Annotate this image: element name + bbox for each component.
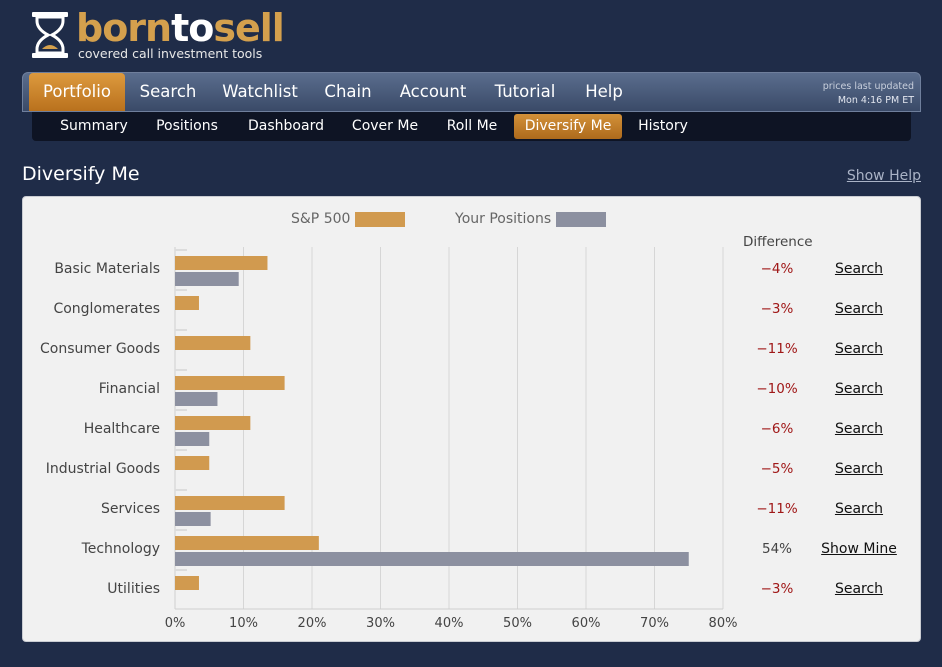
bar-sp500	[175, 536, 319, 550]
legend-positions-label: Your Positions	[455, 211, 552, 227]
tab-search[interactable]: Search	[139, 82, 197, 101]
subtab-summary[interactable]: Summary	[60, 118, 128, 134]
difference-value: −3%	[760, 581, 794, 597]
bar-sp500	[175, 416, 251, 430]
search-link[interactable]: Search	[834, 421, 884, 437]
search-link[interactable]: Search	[834, 341, 884, 357]
tab-chain[interactable]: Chain	[324, 82, 372, 101]
subtab-dashboard[interactable]: Dashboard	[248, 118, 324, 134]
prices-updated-time: Mon 4:16 PM ET	[837, 95, 914, 106]
brand-name: borntosell	[76, 6, 285, 50]
category-label: Technology	[81, 541, 160, 557]
difference-value: −10%	[756, 381, 798, 397]
prices-updated-label: prices last updated	[822, 81, 914, 92]
show-mine-link[interactable]: Show Mine	[821, 541, 897, 557]
sector-bar-chart: 0% 10% 20% 30% 40% 50% 60% 70% 80%	[165, 247, 738, 631]
difference-value: −3%	[760, 301, 794, 317]
tab-portfolio[interactable]: Portfolio	[29, 73, 125, 111]
category-label: Consumer Goods	[40, 341, 160, 357]
legend-positions: Your Positions	[455, 211, 607, 227]
bar-positions	[175, 432, 210, 446]
category-label: Financial	[98, 381, 160, 397]
tab-help[interactable]: Help	[585, 82, 623, 101]
category-label: Services	[100, 501, 160, 517]
legend-sp500-label: S&P 500	[291, 211, 351, 227]
difference-value: −11%	[756, 501, 798, 517]
x-tick-label: 40%	[435, 616, 464, 631]
legend-sp500-swatch	[355, 211, 406, 227]
legend-positions-swatch	[556, 211, 607, 227]
search-link[interactable]: Search	[834, 461, 884, 477]
tab-tutorial[interactable]: Tutorial	[494, 82, 556, 101]
x-tick-label: 80%	[709, 616, 738, 631]
category-label: Healthcare	[83, 421, 160, 437]
search-link[interactable]: Search	[834, 301, 884, 317]
difference-value: −5%	[760, 461, 794, 477]
bar-positions	[175, 272, 239, 286]
legend-sp500: S&P 500	[291, 211, 406, 227]
tab-account[interactable]: Account	[399, 82, 467, 101]
bar-sp500	[175, 296, 199, 310]
subtab-cover-me[interactable]: Cover Me	[351, 118, 419, 134]
prices-updated: prices last updated Mon 4:16 PM ET	[823, 80, 914, 108]
bar-sp500	[175, 496, 285, 510]
bar-sp500	[175, 336, 251, 350]
subtab-history[interactable]: History	[638, 118, 688, 134]
difference-value: −6%	[760, 421, 794, 437]
difference-value: −11%	[756, 341, 798, 357]
category-label: Utilities	[107, 581, 160, 597]
difference-value: 54%	[761, 541, 792, 557]
category-label: Industrial Goods	[45, 461, 160, 477]
sub-nav: Summary Positions Dashboard Cover Me Rol…	[32, 112, 911, 141]
logo[interactable]: borntosell covered call investment tools	[30, 6, 290, 64]
show-help-link[interactable]: Show Help	[846, 168, 921, 184]
tab-watchlist[interactable]: Watchlist	[222, 82, 298, 101]
diversify-panel: S&P 500 Your Positions Difference 0% 10% 2…	[22, 196, 921, 642]
x-tick-label: 0%	[165, 616, 186, 631]
bar-sp500	[175, 256, 268, 270]
search-link[interactable]: Search	[834, 501, 884, 517]
x-tick-label: 30%	[366, 616, 395, 631]
bar-positions	[175, 552, 689, 566]
brand-tagline: covered call investment tools	[78, 46, 263, 61]
search-link[interactable]: Search	[834, 581, 884, 597]
x-tick-label: 70%	[640, 616, 669, 631]
category-label: Basic Materials	[54, 261, 160, 277]
subtab-positions[interactable]: Positions	[156, 118, 218, 134]
hourglass-icon	[32, 12, 68, 58]
search-link[interactable]: Search	[834, 381, 884, 397]
page-title: Diversify Me	[22, 163, 140, 185]
subtab-diversify-me[interactable]: Diversify Me	[514, 114, 622, 139]
category-label: Conglomerates	[53, 301, 160, 317]
bar-positions	[175, 392, 218, 406]
bar-sp500	[175, 576, 199, 590]
x-tick-label: 20%	[298, 616, 327, 631]
bar-sp500	[175, 456, 210, 470]
difference-value: −4%	[760, 261, 794, 277]
bar-sp500	[175, 376, 285, 390]
x-tick-label: 10%	[229, 616, 258, 631]
difference-header: Difference	[743, 234, 813, 250]
search-link[interactable]: Search	[834, 261, 884, 277]
x-tick-label: 60%	[572, 616, 601, 631]
main-nav: Portfolio Search Watchlist Chain Account…	[22, 72, 921, 112]
subtab-roll-me[interactable]: Roll Me	[446, 118, 498, 134]
x-tick-label: 50%	[503, 616, 532, 631]
bar-positions	[175, 512, 211, 526]
